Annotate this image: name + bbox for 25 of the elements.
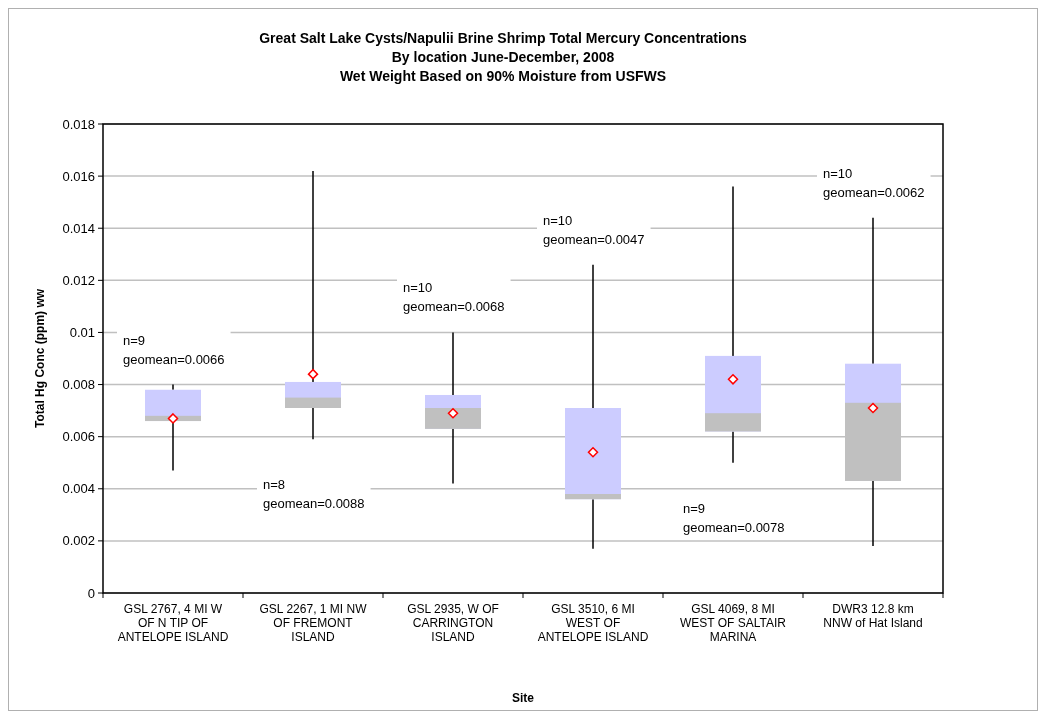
x-tick-label: GSL 2267, 1 MI NW OF FREMONT ISLAND	[259, 602, 368, 644]
y-tick-label: 0.002	[62, 533, 95, 549]
x-tick-label: GSL 2935, W OF CARRINGTON ISLAND	[407, 602, 499, 644]
y-tick-label: 0.012	[62, 272, 95, 288]
annotation: n=8 geomean=0.0088	[263, 477, 365, 512]
x-tick-label: GSL 3510, 6 MI WEST OF ANTELOPE ISLAND	[537, 602, 649, 644]
y-tick-label: 0.014	[62, 220, 95, 236]
y-tick-label: 0	[87, 585, 95, 601]
chart-title: Great Salt Lake Cysts/Napulii Brine Shrimp Total Mercury Concentrations By location June-December, 2008 Wet Weight Based on 90% Moisture from USFWS	[259, 30, 747, 84]
x-axis-title: Site	[511, 691, 535, 705]
annotation: n=10 geomean=0.0047	[543, 212, 645, 247]
x-tick-label: GSL 2767, 4 MI W OF N TIP OF ANTELOPE ISLAND	[117, 602, 229, 644]
y-tick-label: 0.01	[69, 324, 95, 340]
y-tick-label: 0.006	[62, 429, 95, 445]
y-tick-label: 0.008	[62, 377, 95, 393]
x-tick-label: GSL 4069, 8 MI WEST OF SALTAIR MARINA	[679, 602, 787, 644]
x-tick-label: DWR3 12.8 km NNW of Hat Island	[823, 602, 923, 630]
y-tick-label: 0.004	[62, 481, 95, 497]
y-axis-title: Total Hg Conc (ppm) ww	[33, 288, 47, 429]
annotation: n=9 geomean=0.0066	[123, 332, 225, 367]
y-tick-label: 0.018	[62, 116, 95, 132]
y-tick-label: 0.016	[62, 168, 95, 184]
annotation: n=9 geomean=0.0078	[683, 500, 785, 535]
annotation: n=10 geomean=0.0062	[823, 165, 925, 200]
annotation: n=10 geomean=0.0068	[403, 280, 505, 315]
